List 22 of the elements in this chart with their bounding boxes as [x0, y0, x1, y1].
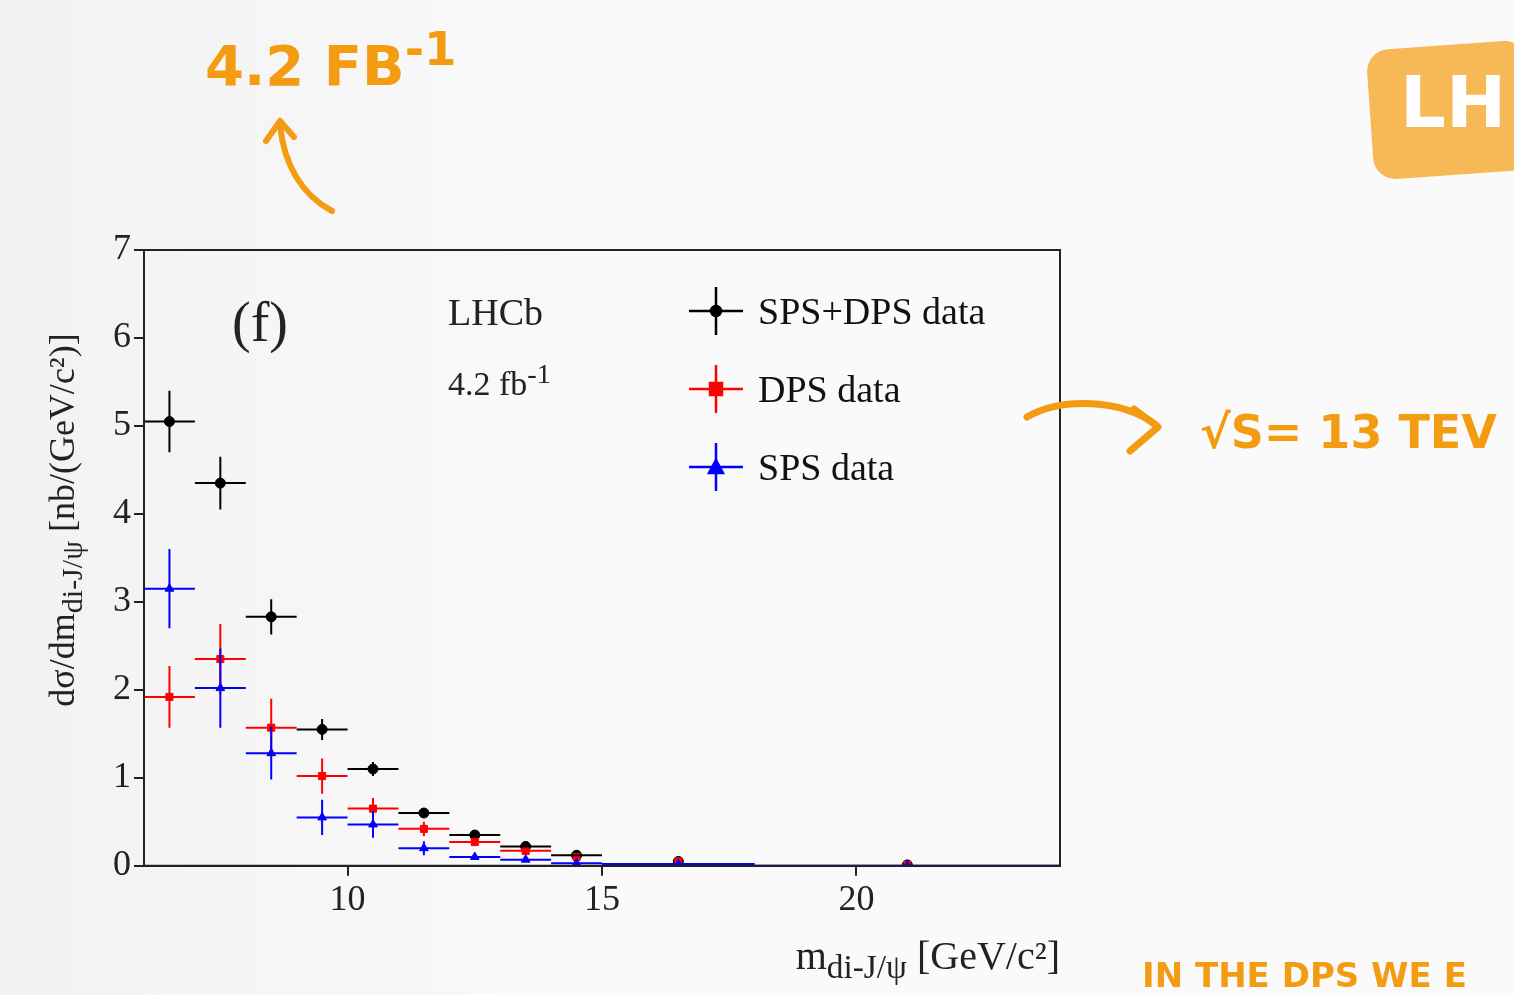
y-tick-label: 6	[113, 315, 131, 356]
x-tick-label: 20	[838, 877, 875, 918]
y-tick-label: 5	[113, 403, 131, 444]
text: √S= 13 TEV	[1200, 405, 1497, 459]
annotation: 4.2 fb$^{-1}$	[448, 358, 551, 404]
legend-label: SPS data	[758, 445, 895, 489]
x-tick-label: 15	[584, 877, 620, 918]
y-tick-label: 3	[113, 579, 131, 620]
text: IN THE DPS WE E	[1142, 955, 1467, 995]
y-tick-label: 7	[113, 227, 131, 268]
annotation: LHCb	[448, 290, 543, 334]
text: 4.2 FB$^{-1}$	[205, 22, 457, 98]
y-tick-label: 4	[113, 491, 131, 532]
text: LH	[1400, 60, 1507, 144]
x-axis-title: m$_{di-J/ψ}$ [GeV/c²]	[795, 932, 1060, 986]
legend-label: SPS+DPS data	[758, 289, 986, 333]
x-tick-label: 10	[329, 877, 366, 918]
y-tick-label: 0	[113, 843, 131, 884]
y-tick-label: 2	[113, 667, 131, 708]
legend-label: DPS data	[758, 367, 901, 411]
annotation: (f)	[232, 290, 288, 354]
y-tick-label: 1	[113, 755, 131, 796]
